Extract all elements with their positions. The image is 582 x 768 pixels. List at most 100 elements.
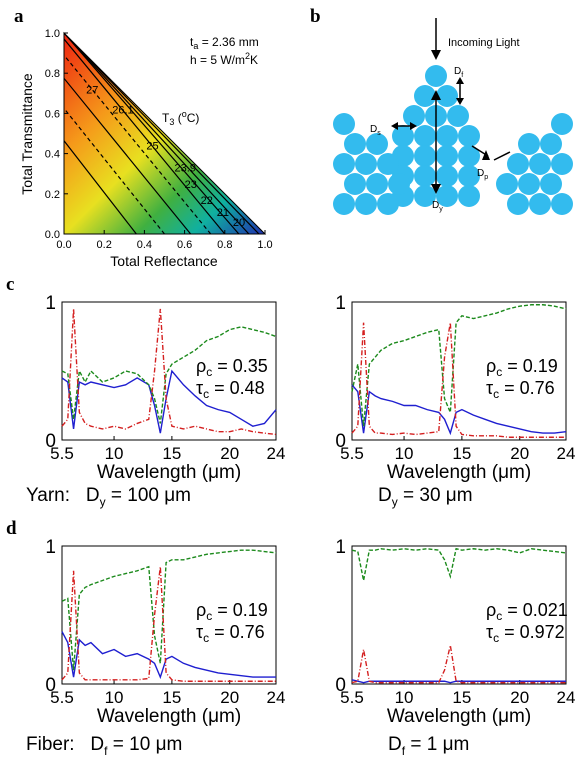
fiber-circle bbox=[507, 153, 529, 175]
fiber-circle bbox=[366, 133, 388, 155]
ytick-label: 1 bbox=[335, 537, 346, 558]
fiber-circle bbox=[436, 125, 458, 147]
xtick-label: 24 bbox=[557, 688, 576, 707]
ytick-label: 1 bbox=[45, 293, 56, 314]
xtick-label: 15 bbox=[452, 688, 471, 707]
series-line-2 bbox=[351, 322, 566, 438]
yarn-fiber-diagram: Incoming Light Dy Df Ds Dp bbox=[333, 18, 573, 215]
fiber-circle bbox=[403, 105, 425, 127]
tau-annotation: τc = 0.48 bbox=[196, 378, 265, 401]
fiber-circle bbox=[333, 193, 355, 215]
fiber-circle bbox=[551, 113, 573, 135]
series-line-2 bbox=[351, 645, 566, 684]
xtick-label: 20 bbox=[510, 688, 529, 707]
a-xtick-label: 0.2 bbox=[97, 239, 112, 251]
fiber-circle bbox=[414, 185, 436, 207]
fiber-circle bbox=[344, 173, 366, 195]
ytick-label: 1 bbox=[335, 293, 346, 314]
xtick-label: 5.5 bbox=[50, 444, 74, 463]
xtick-label: 5.5 bbox=[50, 688, 74, 707]
fiber-circle bbox=[392, 125, 414, 147]
a-xtick-label: 0.6 bbox=[177, 239, 192, 251]
series-line-2 bbox=[61, 308, 277, 436]
fiber-circle bbox=[333, 153, 355, 175]
series-line-0 bbox=[351, 679, 566, 684]
plot-frame bbox=[61, 545, 277, 685]
contour-label: 22 bbox=[201, 195, 213, 207]
series-line-0 bbox=[61, 631, 276, 680]
a-ytick-label: 0.6 bbox=[45, 108, 60, 120]
xtick-label: 20 bbox=[220, 688, 239, 707]
chart-a-triangle-heatmap: 27 26.1 25 23.9 23 22 21 20 0.0 0.2 0.4 0.6 0.8 1.0 0… bbox=[19, 28, 273, 269]
xtick-label: 5.5 bbox=[340, 444, 364, 463]
xlabel: Wavelength (μm) bbox=[387, 462, 531, 483]
a-annotation-t3: T3 (oC) bbox=[162, 109, 199, 127]
contour-label: 20 bbox=[233, 217, 245, 229]
rho-annotation: ρc = 0.19 bbox=[196, 600, 268, 623]
chart-c-left: 5.5 10 15 20 24 0 1 Wavelength (μm) ρc = 0.35τc … bbox=[45, 293, 285, 483]
ytick-label: 0 bbox=[45, 431, 56, 452]
fiber-circle bbox=[551, 153, 573, 175]
a-xlabel: Total Reflectance bbox=[110, 253, 218, 269]
fiber-circle bbox=[496, 173, 518, 195]
plot-frame bbox=[351, 301, 567, 441]
a-xtick-label: 0.4 bbox=[137, 239, 152, 251]
xtick-label: 15 bbox=[162, 444, 181, 463]
xtick-label: 20 bbox=[510, 444, 529, 463]
contour-line bbox=[64, 140, 137, 234]
xtick-label: 15 bbox=[162, 688, 181, 707]
fiber-circle bbox=[388, 173, 410, 195]
fiber-circle bbox=[540, 173, 562, 195]
chart-d-left: 5.5 10 15 20 24 0 1 Wavelength (μm) ρc = 0.19τc … bbox=[45, 537, 285, 727]
xlabel: Wavelength (μm) bbox=[387, 706, 531, 727]
contour-line bbox=[64, 77, 192, 234]
contour-label: 21 bbox=[217, 207, 229, 219]
d-f-label: Df bbox=[454, 66, 463, 79]
series-line-1 bbox=[61, 549, 277, 671]
a-ytick-label: 0.2 bbox=[45, 189, 60, 201]
panel-label-b: b bbox=[310, 6, 321, 27]
a-annotation-ta: ta = 2.36 mm bbox=[190, 35, 259, 51]
fiber-circle bbox=[377, 153, 399, 175]
tau-annotation: τc = 0.972 bbox=[486, 622, 565, 645]
fiber-circle bbox=[355, 153, 377, 175]
fiber-circle bbox=[551, 193, 573, 215]
a-xtick-label: 1.0 bbox=[257, 239, 272, 251]
xtick-label: 10 bbox=[105, 444, 124, 463]
ytick-label: 1 bbox=[45, 537, 56, 558]
fiber-circle bbox=[436, 85, 458, 107]
contour-line bbox=[64, 54, 212, 234]
panel-label-c: c bbox=[6, 274, 15, 295]
fiber-circle bbox=[540, 133, 562, 155]
fiber-circle bbox=[414, 85, 436, 107]
incoming-light-label: Incoming Light bbox=[448, 37, 520, 49]
series-line-2 bbox=[61, 566, 276, 682]
fiber-circle bbox=[414, 125, 436, 147]
a-xtick-label: 0.0 bbox=[56, 239, 71, 251]
plot-frame bbox=[351, 545, 567, 685]
fiber-circle bbox=[458, 125, 480, 147]
d-p-label: Dp bbox=[477, 168, 488, 181]
contour-label: 23.9 bbox=[175, 163, 196, 175]
panel-label-a: a bbox=[14, 6, 24, 27]
series-line-1 bbox=[351, 304, 567, 427]
contour-line bbox=[64, 33, 240, 234]
series-line-0 bbox=[351, 384, 567, 436]
fiber-circle bbox=[377, 193, 399, 215]
fiber-left-note: Fiber: Df = 10 μm bbox=[26, 734, 183, 758]
chart-d-right: 5.5 10 15 20 24 0 1 Wavelength (μm) ρc = 0.021τc… bbox=[335, 537, 575, 727]
xtick-label: 5.5 bbox=[340, 688, 364, 707]
fiber-circle bbox=[458, 185, 480, 207]
contour-label: 25 bbox=[146, 141, 158, 153]
chart-c-right: 5.5 10 15 20 24 0 1 Wavelength (μm) ρc = 0.19τc … bbox=[335, 293, 575, 483]
tau-annotation: τc = 0.76 bbox=[486, 378, 555, 401]
fiber-circle bbox=[507, 193, 529, 215]
fiber-circle bbox=[518, 173, 540, 195]
xtick-label: 10 bbox=[395, 444, 414, 463]
fiber-right-note: Df = 1 μm bbox=[388, 734, 470, 758]
ytick-label: 0 bbox=[335, 675, 346, 696]
xtick-label: 15 bbox=[452, 444, 471, 463]
series-line-0 bbox=[61, 369, 277, 434]
a-ytick-label: 0.4 bbox=[45, 149, 60, 161]
a-ytick-label: 1.0 bbox=[45, 28, 60, 40]
